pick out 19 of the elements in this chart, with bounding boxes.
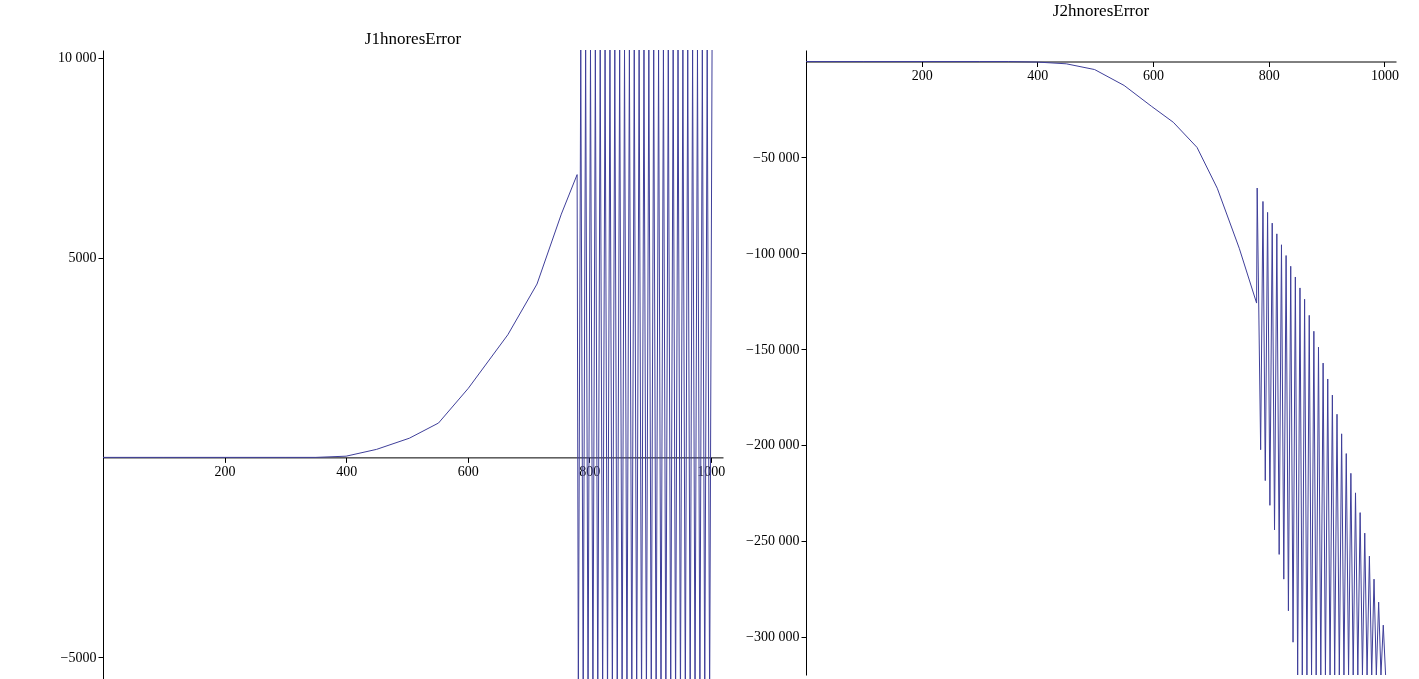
x-tick-label: 400 [336, 463, 358, 479]
x-tick-label: 400 [1027, 68, 1049, 83]
x-tick-label: 200 [911, 68, 933, 83]
y-tick-label: −200 000 [746, 437, 800, 453]
x-tick-label: 200 [214, 463, 236, 479]
y-tick-label: −150 000 [746, 341, 800, 357]
chart-title: J2hnoresError [1052, 1, 1150, 20]
y-tick-label: −5000 [60, 649, 97, 665]
chart-title: J1hnoresError [364, 29, 462, 48]
y-tick-label: −300 000 [746, 629, 800, 645]
x-tick-label: 600 [457, 463, 479, 479]
y-tick-label: −50 000 [753, 149, 800, 165]
y-tick-label: 10 000 [58, 50, 97, 66]
x-tick-label: 600 [1143, 68, 1165, 83]
x-tick-label: 1000 [1370, 68, 1399, 83]
y-tick-label: −250 000 [746, 533, 800, 549]
y-tick-label: 5000 [68, 250, 97, 266]
x-tick-label: 800 [1258, 68, 1280, 83]
y-tick-label: −100 000 [746, 245, 800, 261]
